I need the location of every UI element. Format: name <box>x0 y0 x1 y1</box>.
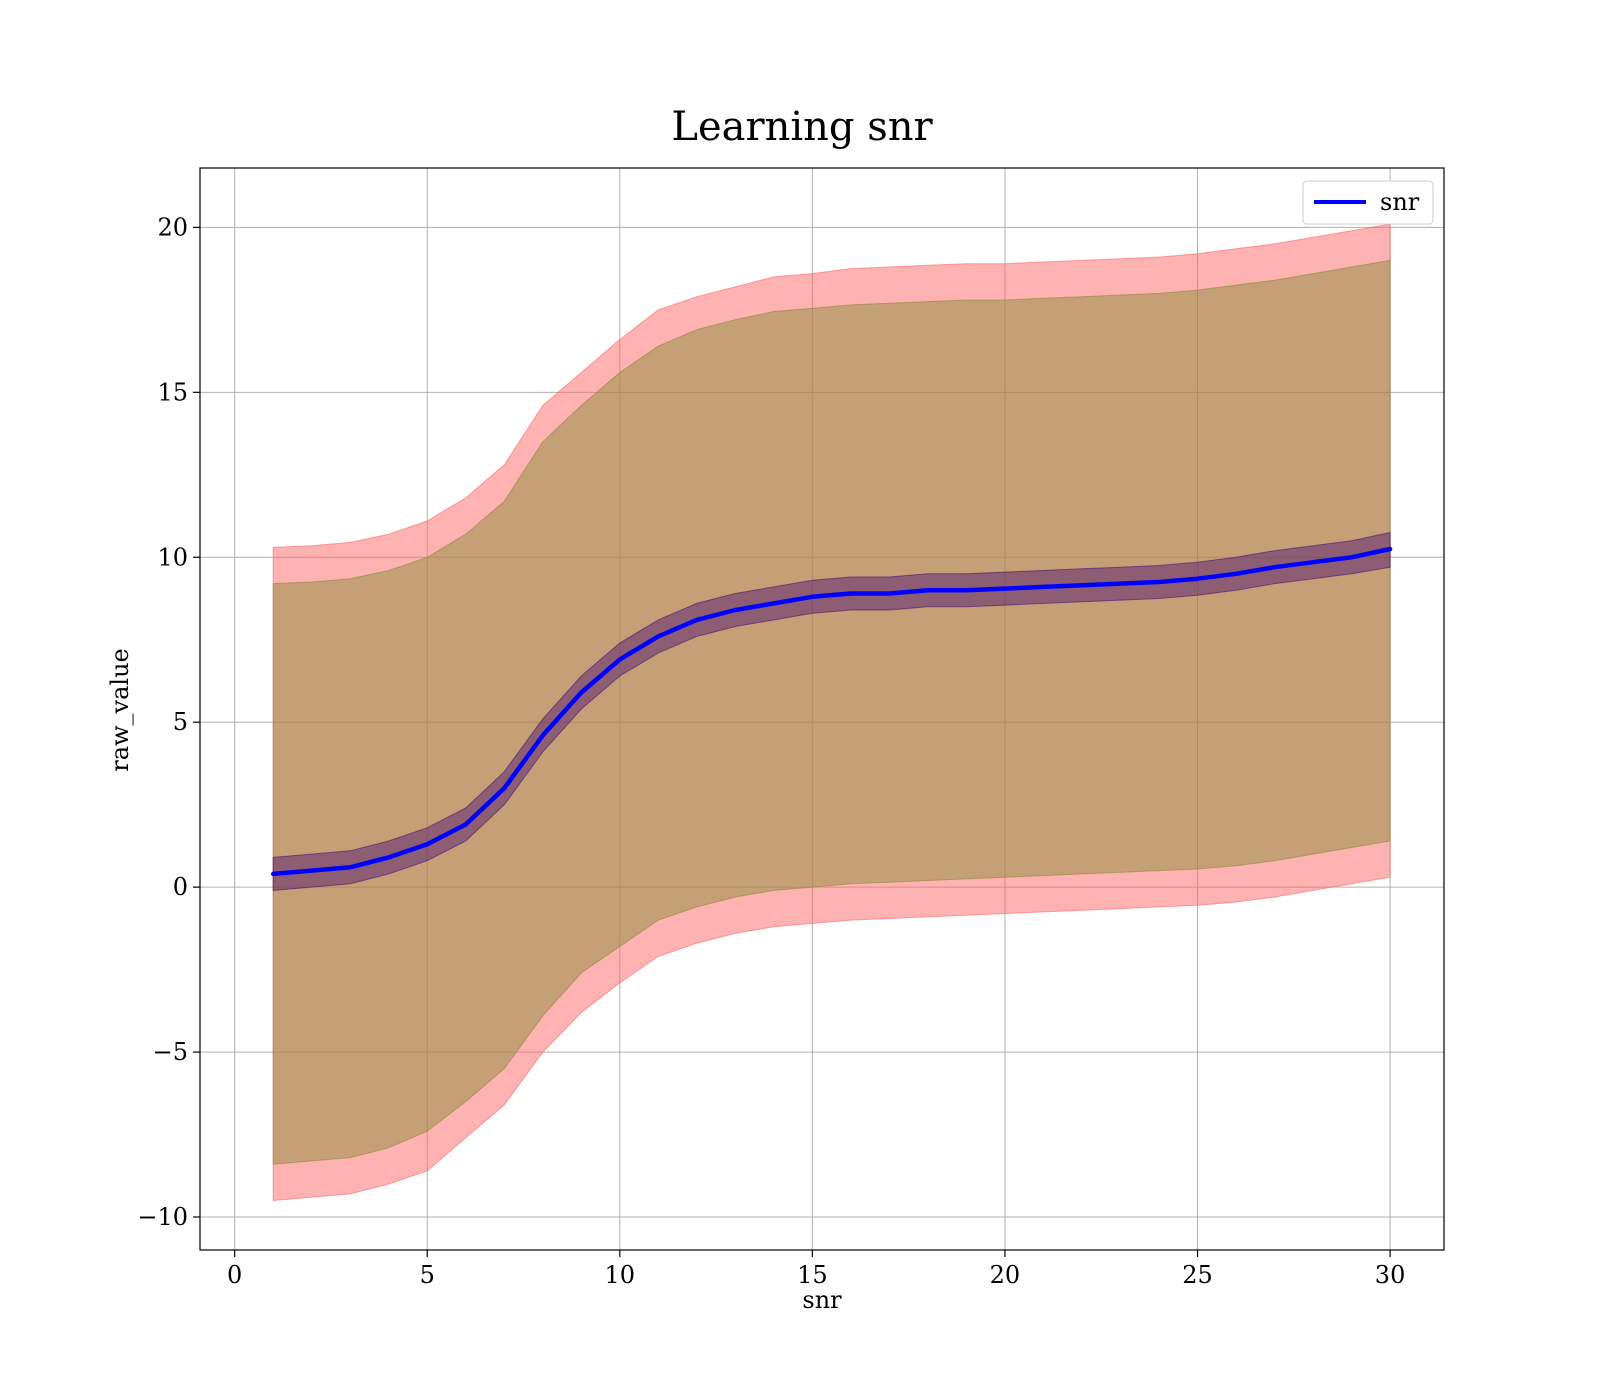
x-tick-label-2: 10 <box>605 1261 636 1289</box>
band-middle <box>272 259 1391 1165</box>
y-tick-label-4: 10 <box>157 543 188 571</box>
legend-label-snr: snr <box>1380 188 1420 216</box>
x-tick-label-4: 20 <box>990 1261 1021 1289</box>
y-tick-label-0: −10 <box>137 1203 188 1231</box>
x-tick-label-5: 25 <box>1182 1261 1213 1289</box>
x-tick-label-3: 15 <box>797 1261 828 1289</box>
y-tick-label-2: 0 <box>173 873 188 901</box>
confidence-bands <box>272 223 1391 1202</box>
y-tick-label-6: 20 <box>157 213 188 241</box>
legend: snr <box>1302 180 1434 225</box>
plot-frame <box>199 167 1445 1251</box>
chart-title: Learning snr <box>671 104 933 150</box>
y-tick-label-3: 5 <box>173 708 188 736</box>
x-axis-ticks: 0 5 10 15 20 25 30 <box>227 1250 1405 1289</box>
x-tick-label-0: 0 <box>227 1261 242 1289</box>
y-axis-ticks: −10 −5 0 5 10 15 20 <box>137 213 200 1231</box>
series-lines <box>270 546 1393 877</box>
x-tick-label-6: 30 <box>1375 1261 1406 1289</box>
y-axis-label: raw_value <box>106 648 134 772</box>
legend-box <box>1302 180 1434 225</box>
y-tick-label-5: 15 <box>157 378 188 406</box>
y-tick-label-1: −5 <box>153 1038 188 1066</box>
series-line-snr <box>270 546 1393 877</box>
x-axis-label: snr <box>802 1286 842 1314</box>
x-tick-label-1: 5 <box>420 1261 435 1289</box>
